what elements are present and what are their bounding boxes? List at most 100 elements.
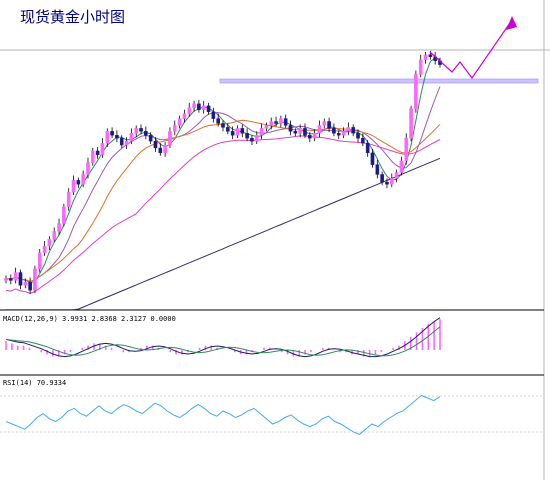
candle-body <box>385 182 389 185</box>
candle-body <box>394 172 399 179</box>
resistance-band <box>219 78 539 84</box>
ma-slow-line <box>5 119 441 283</box>
candle-body <box>182 113 187 119</box>
candle-body <box>62 206 66 224</box>
moving-average-lines <box>5 57 441 311</box>
candle-body <box>235 128 240 136</box>
candle-body <box>105 131 110 144</box>
candle-body <box>172 125 177 132</box>
candle-body <box>298 128 302 134</box>
candle-body <box>47 238 52 247</box>
candle-body <box>293 131 298 134</box>
candle-body <box>428 54 433 57</box>
candle-body <box>336 133 341 136</box>
candle-body <box>361 137 365 144</box>
candle-body <box>365 142 370 154</box>
candle-body <box>322 121 327 126</box>
candle-body <box>375 164 380 175</box>
candle-body <box>226 127 230 132</box>
candle-body <box>90 150 95 163</box>
candle-body <box>259 128 264 136</box>
candle-body <box>332 128 336 134</box>
candle-body <box>192 103 196 108</box>
candle-body <box>279 118 283 124</box>
candle-body <box>76 180 81 185</box>
macd-signal-line <box>5 326 441 357</box>
candle-body <box>100 142 105 156</box>
candle-body <box>9 278 13 281</box>
candle-body <box>18 272 23 286</box>
candle-body <box>389 178 394 185</box>
candle-body <box>399 160 404 173</box>
candle-body <box>240 128 245 134</box>
candle-body <box>206 105 211 112</box>
ma-mid-line <box>5 86 441 283</box>
candle-body <box>115 135 119 139</box>
candle-body <box>144 131 148 136</box>
candle-body <box>124 140 129 146</box>
rsi-line <box>5 394 441 435</box>
macd-panel: MACD(12,26,9) 3.9931 2.8368 2.3127 0.000… <box>0 315 544 376</box>
candle-body <box>57 223 61 232</box>
macd-label: MACD(12,26,9) 3.9931 2.8368 2.3127 0.000… <box>3 315 176 323</box>
candle-body <box>52 231 57 240</box>
candle-body <box>356 133 360 139</box>
candle-body <box>129 133 134 142</box>
candle-body <box>66 191 71 208</box>
candle-body <box>201 105 206 110</box>
candle-body <box>254 135 259 142</box>
candle-body <box>119 137 124 146</box>
projected-path-arrow <box>429 19 513 80</box>
candle-body <box>95 150 100 156</box>
candle-body <box>28 282 32 291</box>
candle-body <box>283 118 288 126</box>
candle-body <box>351 127 356 134</box>
rsi-label: RSI(14) 70.9334 <box>3 379 66 387</box>
ma-200-line <box>6 157 441 311</box>
candle-body <box>211 111 216 119</box>
projected-path-arrowhead <box>506 16 517 30</box>
candle-body <box>346 127 351 132</box>
candle-body <box>317 125 322 134</box>
candle-body <box>370 152 375 165</box>
macd-histogram-and-lines <box>5 317 441 358</box>
candle-body <box>86 162 90 175</box>
candle-body <box>308 135 312 139</box>
candle-body <box>409 108 413 139</box>
candle-body <box>81 174 85 185</box>
candle-body <box>33 268 37 291</box>
candlesticks <box>4 50 442 295</box>
candle-body <box>4 278 8 281</box>
candle-body <box>163 144 167 154</box>
candle-body <box>148 135 153 142</box>
candle-body <box>250 137 254 142</box>
candle-body <box>42 245 47 254</box>
candle-body <box>418 59 423 75</box>
rsi-panel: RSI(14) 70.9334 <box>0 379 544 435</box>
candle-body <box>71 180 76 193</box>
candle-body <box>197 103 201 110</box>
ma-long-line <box>5 135 441 294</box>
candle-body <box>327 121 331 129</box>
candle-body <box>23 282 28 286</box>
candle-body <box>216 118 220 124</box>
candle-body <box>187 107 192 114</box>
candle-body <box>269 121 274 126</box>
candle-body <box>264 125 269 129</box>
candle-body <box>13 272 18 281</box>
candle-body <box>341 131 346 136</box>
candle-body <box>303 128 307 136</box>
candle-body <box>274 121 278 124</box>
candle-body <box>404 137 409 161</box>
candle-body <box>158 147 163 154</box>
candle-body <box>37 252 42 269</box>
candle-body <box>110 131 114 136</box>
chart-title: 现货黄金小时图 <box>20 8 125 26</box>
candle-body <box>230 131 235 136</box>
macd-line <box>5 317 441 358</box>
candle-body <box>312 133 317 139</box>
candle-body <box>168 131 172 146</box>
candle-body <box>423 54 428 60</box>
